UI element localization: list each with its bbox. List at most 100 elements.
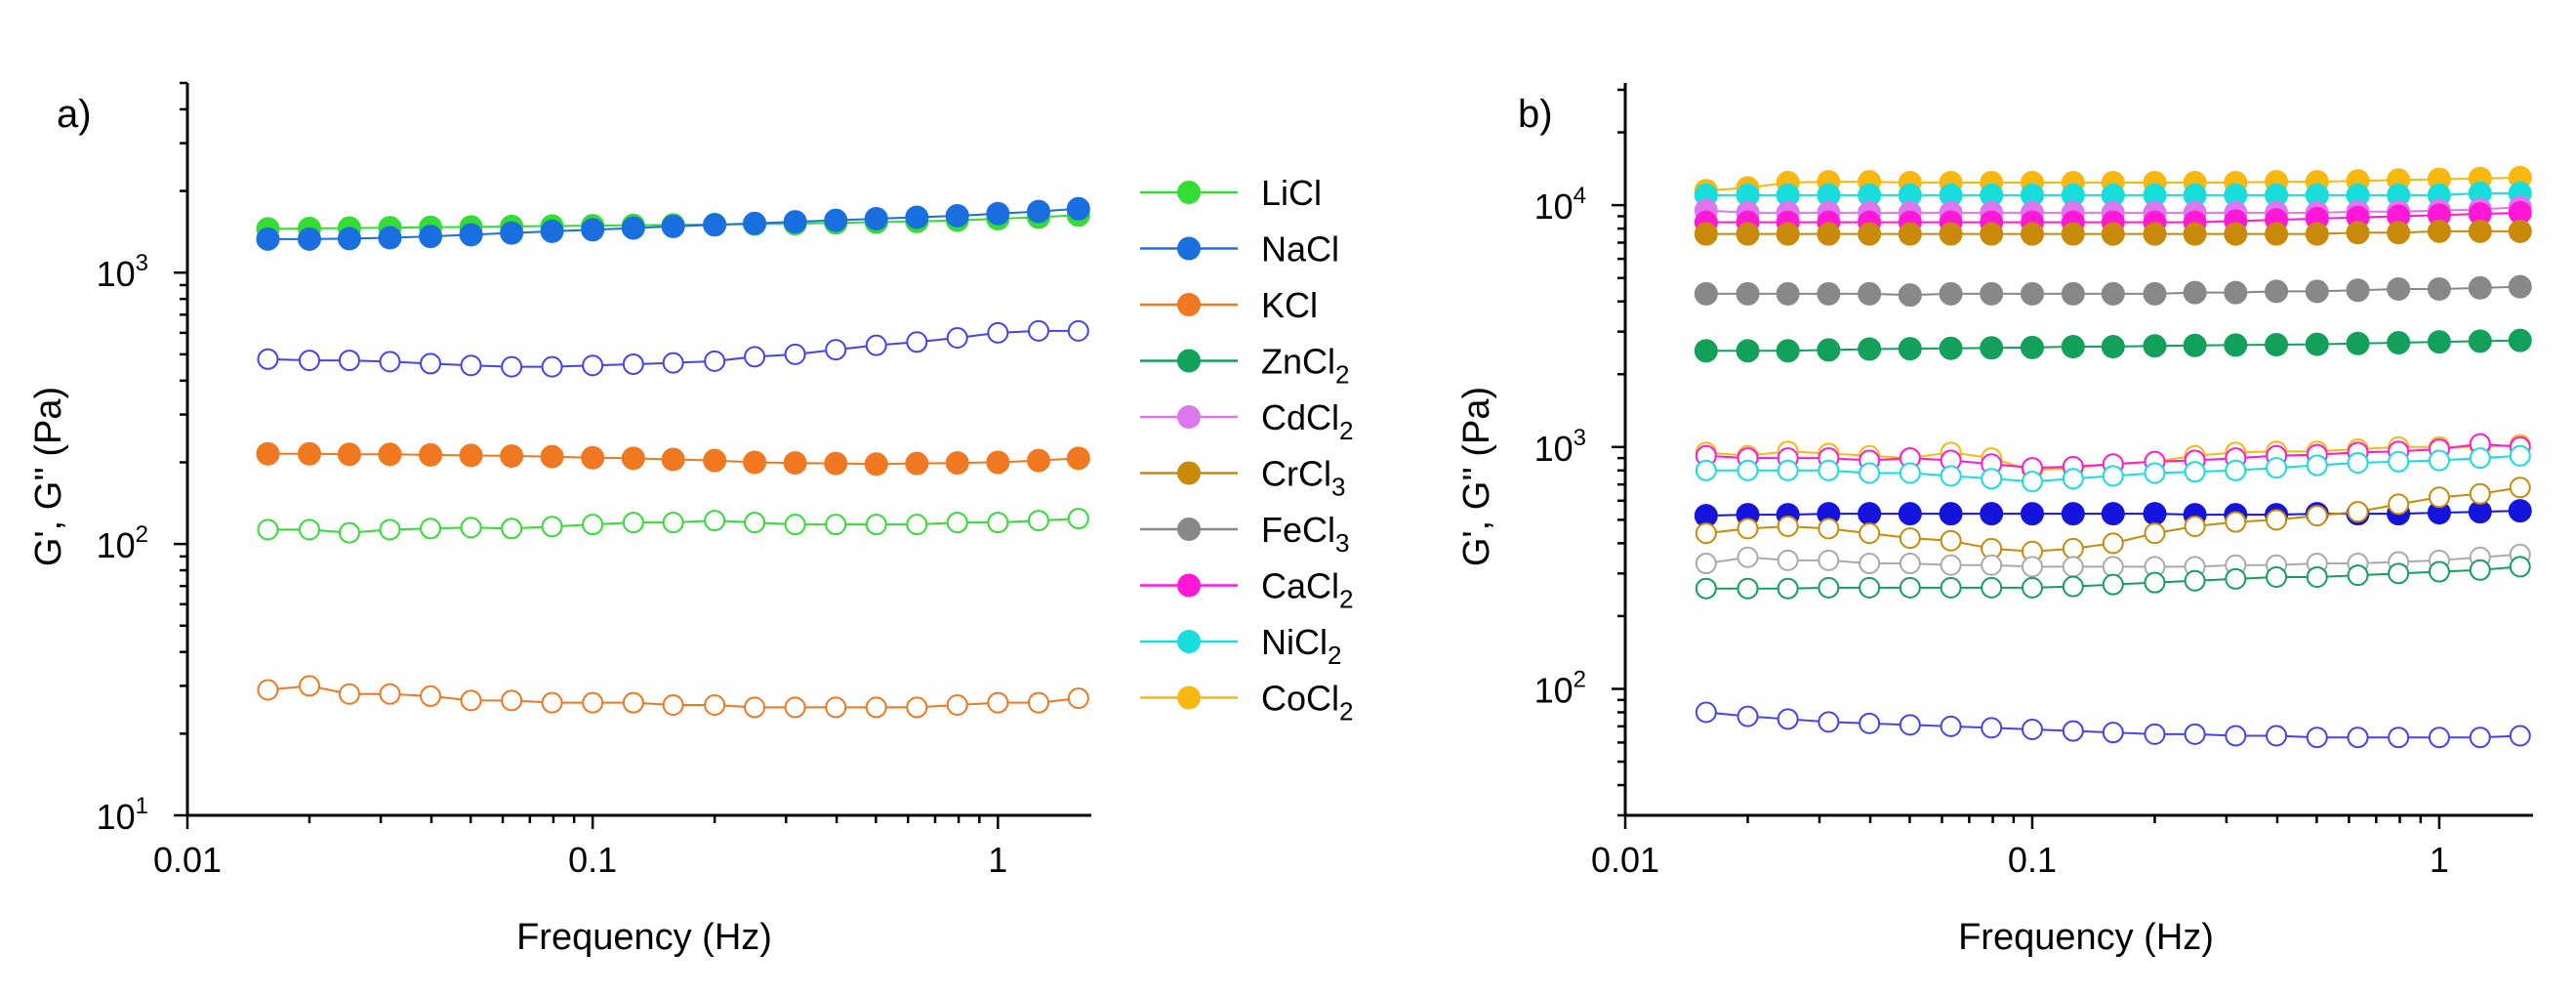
data-point [2101, 222, 2125, 246]
data-point [501, 355, 523, 378]
data-point [1694, 281, 1718, 306]
data-point [420, 684, 442, 707]
data-point [298, 350, 320, 372]
data-point [2184, 516, 2206, 538]
data-point [2224, 280, 2248, 305]
data-point [540, 219, 564, 243]
y-axis-label-a: G', G'' (Pa) [28, 387, 69, 566]
data-point [2265, 279, 2289, 304]
data-point [704, 694, 726, 717]
y-axis-label-b: G', G'' (Pa) [1456, 387, 1497, 566]
series-b-5 [1694, 274, 2532, 308]
data-point [744, 346, 766, 368]
data-point [865, 334, 887, 356]
data-point [1940, 715, 1962, 737]
legend-item: CoCl2 [1140, 679, 1353, 726]
legend-label: FeCl3 [1261, 510, 1349, 558]
data-point [2509, 477, 2531, 499]
data-point [2101, 335, 2125, 359]
data-point [906, 331, 928, 353]
data-point [1858, 337, 1882, 361]
data-point [460, 517, 482, 539]
x-tick-label-a: 0.1 [568, 840, 617, 880]
data-point [946, 512, 968, 534]
data-point [2020, 335, 2044, 359]
data-point [2021, 576, 2043, 599]
data-point [987, 321, 1009, 344]
data-point [257, 518, 279, 541]
data-point [864, 207, 888, 231]
chart-panel-a: 0.01 0.1 1 101 102 103 Frequency (Hz) G', G''… [28, 81, 1091, 958]
data-point [621, 216, 645, 240]
data-point [2427, 330, 2451, 354]
data-point [2346, 221, 2370, 245]
data-point [2183, 333, 2207, 357]
data-point [1067, 508, 1089, 530]
data-point [581, 218, 605, 242]
legend-item: NaCl [1140, 229, 1339, 269]
data-point [2144, 522, 2166, 545]
data-point [582, 691, 604, 714]
data-point [2144, 723, 2166, 745]
y-tick-label-a: 103 [97, 250, 148, 294]
data-point [1981, 554, 2003, 576]
data-point [1898, 502, 1922, 526]
data-point [2306, 726, 2328, 749]
x-tick-label-b: 0.1 [2008, 840, 2057, 880]
data-point [2062, 575, 2084, 598]
data-point [2101, 502, 2125, 526]
data-point [1939, 281, 1963, 306]
data-point [298, 675, 320, 697]
data-point [379, 518, 401, 541]
data-point [1940, 529, 1962, 552]
data-point [704, 510, 726, 532]
data-point [460, 354, 482, 377]
data-point [541, 691, 563, 714]
data-point [2183, 222, 2207, 246]
data-point [2020, 502, 2044, 526]
data-point [2508, 219, 2532, 243]
data-point [2266, 457, 2288, 479]
legend-marker [1177, 181, 1201, 204]
axes-b: 0.01 0.1 1 102 103 104 [1534, 83, 2533, 880]
data-point [2143, 222, 2167, 246]
data-point [1898, 283, 1922, 308]
data-point [2347, 726, 2369, 749]
data-point [662, 694, 684, 717]
data-point [825, 514, 847, 536]
data-point [2469, 726, 2491, 749]
legend-label: CdCl2 [1261, 397, 1353, 445]
x-tick-label-a: 1 [988, 840, 1007, 880]
data-point [864, 452, 888, 477]
data-point [500, 221, 524, 245]
data-point [1899, 553, 1921, 575]
data-point [1695, 522, 1717, 545]
data-point [704, 350, 726, 372]
data-point [2469, 559, 2491, 581]
data-point [1818, 576, 1840, 599]
data-point [2306, 565, 2328, 588]
data-point [2468, 329, 2492, 353]
data-point [1817, 281, 1841, 306]
legend-item: CdCl2 [1140, 397, 1353, 445]
data-point [865, 514, 887, 536]
data-point [1939, 222, 1963, 246]
data-point [2021, 718, 2043, 740]
y-tick-label-b: 102 [1534, 666, 1586, 710]
data-point [1777, 516, 1799, 538]
data-point [987, 691, 1009, 714]
legend-label: KCl [1261, 285, 1318, 325]
data-point [338, 683, 360, 705]
data-point [1817, 222, 1841, 246]
data-point [2102, 573, 2124, 596]
data-point [2305, 332, 2329, 356]
legend-label: ZnCl2 [1261, 342, 1349, 390]
data-point [1066, 196, 1090, 221]
data-point [1899, 576, 1921, 599]
data-point [1818, 549, 1840, 571]
series-b-9 [1695, 444, 2531, 493]
data-point [378, 226, 402, 250]
data-point [1980, 281, 2004, 306]
data-point [2508, 328, 2532, 352]
data-point [744, 696, 766, 719]
